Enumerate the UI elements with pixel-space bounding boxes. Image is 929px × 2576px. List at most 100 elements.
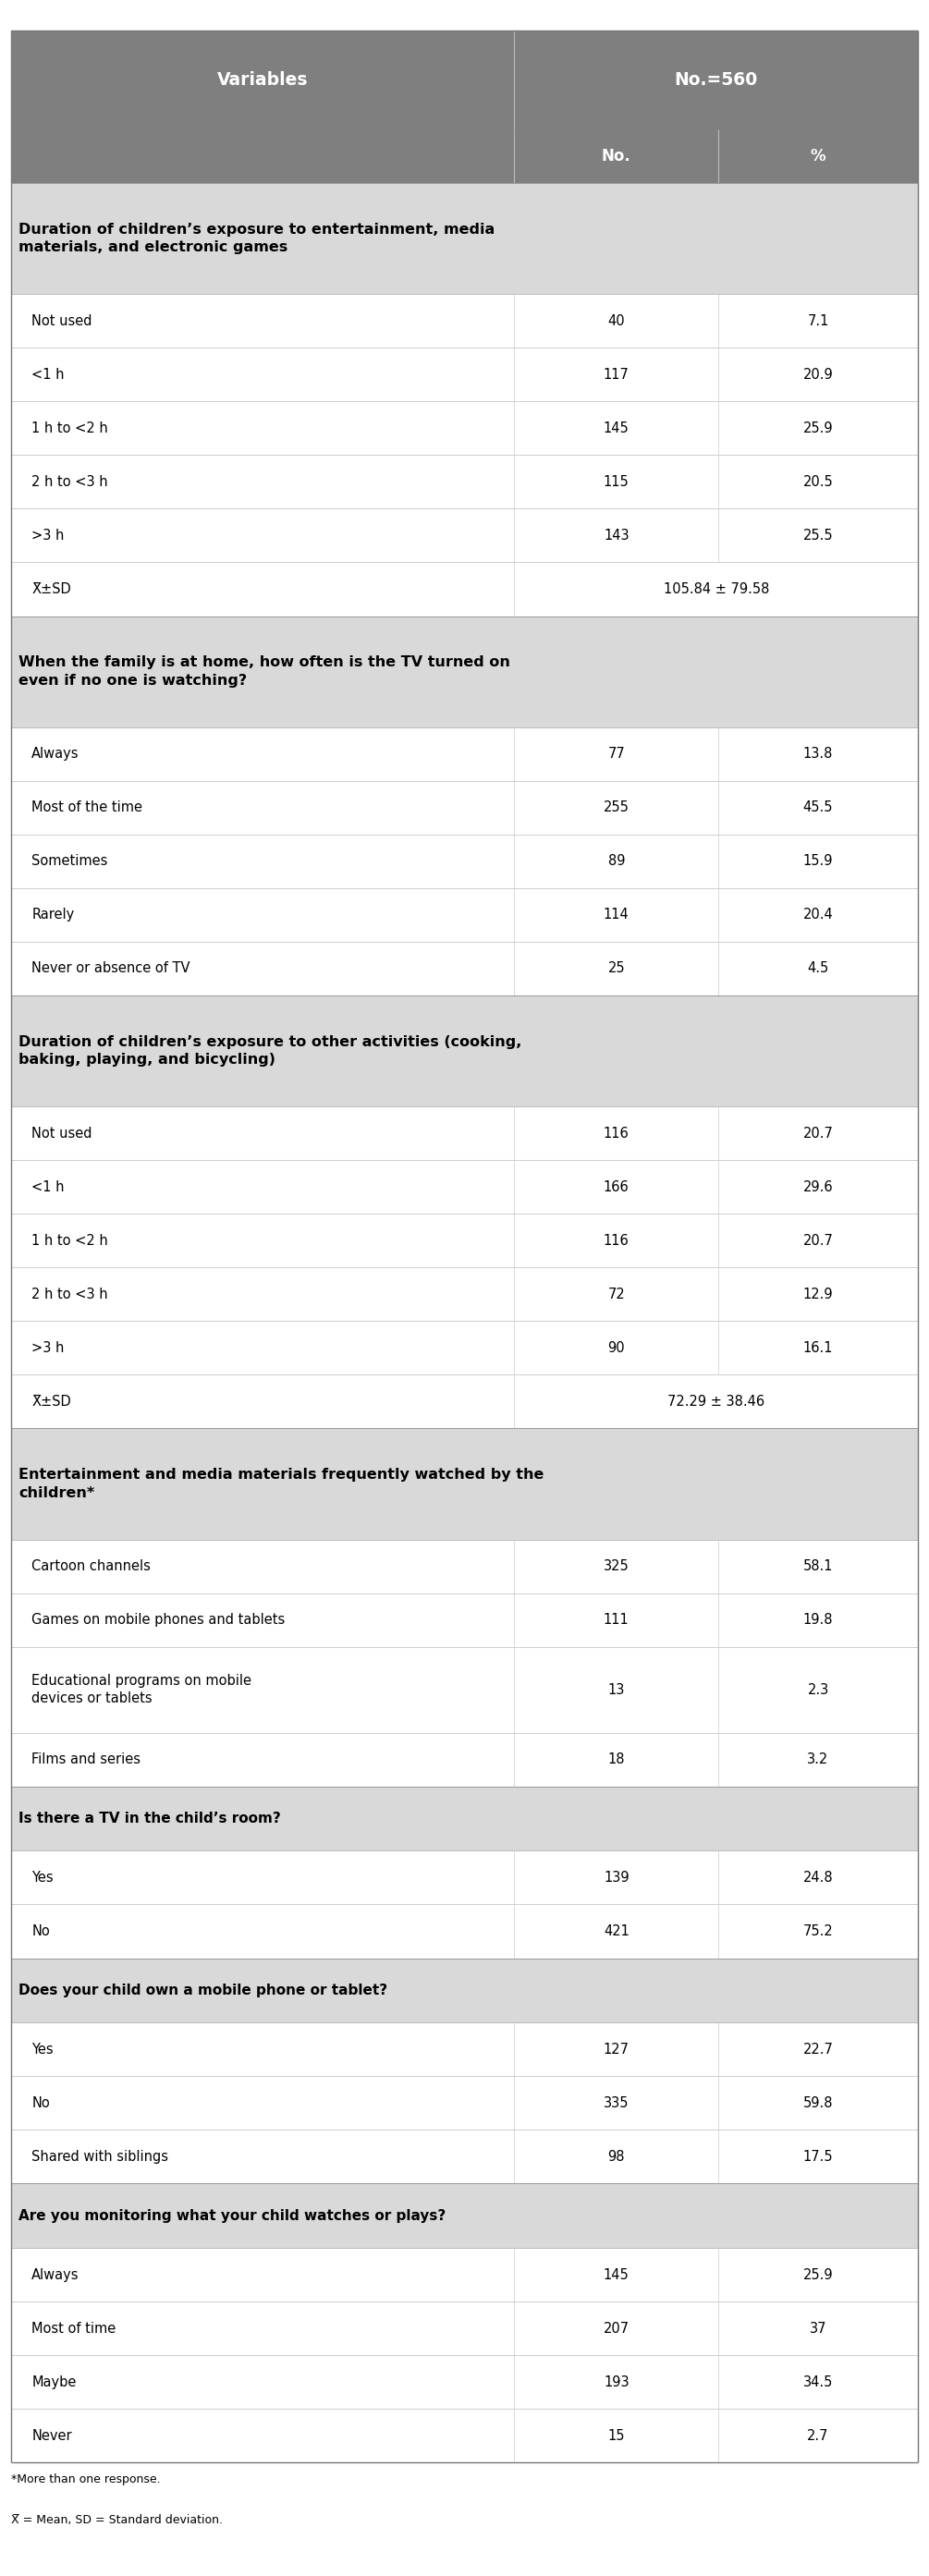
Text: Is there a TV in the child’s room?: Is there a TV in the child’s room? xyxy=(19,1811,281,1826)
Text: 72.29 ± 38.46: 72.29 ± 38.46 xyxy=(668,1394,765,1409)
Text: 20.7: 20.7 xyxy=(803,1126,833,1141)
Bar xyxy=(515,1213,718,1267)
Text: 335: 335 xyxy=(604,2097,629,2110)
Text: 90: 90 xyxy=(608,1342,625,1355)
Text: 37: 37 xyxy=(809,2321,827,2336)
Bar xyxy=(718,1159,918,1213)
Text: 193: 193 xyxy=(604,2375,629,2388)
Bar xyxy=(515,1904,718,1958)
Text: 89: 89 xyxy=(608,855,625,868)
Bar xyxy=(718,402,918,456)
Bar xyxy=(11,2076,515,2130)
Text: Does your child own a mobile phone or tablet?: Does your child own a mobile phone or ta… xyxy=(19,1984,387,1996)
Bar xyxy=(11,994,918,1105)
Bar xyxy=(515,2354,718,2409)
Text: Duration of children’s exposure to entertainment, media
materials, and electroni: Duration of children’s exposure to enter… xyxy=(19,222,495,255)
Bar xyxy=(515,1321,718,1376)
Bar xyxy=(11,31,515,129)
Bar xyxy=(11,348,515,402)
Text: 12.9: 12.9 xyxy=(803,1288,833,1301)
Bar xyxy=(718,1267,918,1321)
Text: Rarely: Rarely xyxy=(32,907,74,922)
Text: 25: 25 xyxy=(608,961,625,976)
Bar xyxy=(11,1734,515,1785)
Text: Yes: Yes xyxy=(32,2043,54,2056)
Bar xyxy=(718,726,918,781)
Bar xyxy=(11,726,515,781)
Text: Sometimes: Sometimes xyxy=(32,855,108,868)
Bar xyxy=(718,835,918,889)
Text: 111: 111 xyxy=(604,1613,629,1628)
Bar xyxy=(11,943,515,994)
Text: Never: Never xyxy=(32,2429,72,2442)
Text: No.: No. xyxy=(602,147,631,165)
Text: Most of the time: Most of the time xyxy=(32,801,142,814)
Bar xyxy=(11,1159,515,1213)
Bar xyxy=(718,1540,918,1592)
Text: 59.8: 59.8 xyxy=(803,2097,833,2110)
Bar xyxy=(718,294,918,348)
Text: 325: 325 xyxy=(604,1558,629,1574)
Bar xyxy=(718,2303,918,2354)
Bar xyxy=(515,1646,718,1734)
Bar xyxy=(11,2303,515,2354)
Bar xyxy=(11,129,515,183)
Text: When the family is at home, how often is the TV turned on
even if no one is watc: When the family is at home, how often is… xyxy=(19,654,510,688)
Text: 13: 13 xyxy=(608,1682,625,1698)
Text: 207: 207 xyxy=(603,2321,629,2336)
Text: 255: 255 xyxy=(604,801,629,814)
Bar xyxy=(718,129,918,183)
Text: 1 h to <2 h: 1 h to <2 h xyxy=(32,422,108,435)
Text: 25.5: 25.5 xyxy=(803,528,833,544)
Text: 75.2: 75.2 xyxy=(803,1924,833,1937)
Bar xyxy=(515,1734,718,1785)
Bar xyxy=(718,1850,918,1904)
Text: 19.8: 19.8 xyxy=(803,1613,833,1628)
Bar xyxy=(515,1267,718,1321)
Text: 15: 15 xyxy=(608,2429,625,2442)
Text: >3 h: >3 h xyxy=(32,1342,64,1355)
Text: 16.1: 16.1 xyxy=(803,1342,833,1355)
Bar xyxy=(11,1646,515,1734)
Text: 166: 166 xyxy=(604,1180,629,1193)
Text: 20.5: 20.5 xyxy=(803,474,833,489)
Text: Always: Always xyxy=(32,747,79,760)
Bar xyxy=(515,1376,918,1430)
Text: 98: 98 xyxy=(608,2151,625,2164)
Bar xyxy=(11,2354,515,2409)
Text: %: % xyxy=(810,147,826,165)
Bar xyxy=(11,402,515,456)
Text: 29.6: 29.6 xyxy=(803,1180,833,1193)
Bar xyxy=(515,562,918,616)
Bar xyxy=(515,31,918,129)
Text: 72: 72 xyxy=(608,1288,625,1301)
Text: X̅±SD: X̅±SD xyxy=(32,582,72,595)
Bar xyxy=(11,2130,515,2184)
Bar xyxy=(515,2249,718,2303)
Text: Entertainment and media materials frequently watched by the
children*: Entertainment and media materials freque… xyxy=(19,1468,544,1499)
Bar xyxy=(515,456,718,507)
Text: 20.7: 20.7 xyxy=(803,1234,833,1247)
Text: Always: Always xyxy=(32,2267,79,2282)
Bar xyxy=(718,1904,918,1958)
Bar xyxy=(515,2409,718,2463)
Bar xyxy=(515,2303,718,2354)
Bar xyxy=(11,183,918,294)
Text: 77: 77 xyxy=(608,747,625,760)
Bar xyxy=(11,616,918,726)
Bar xyxy=(11,1267,515,1321)
Bar xyxy=(11,1105,515,1159)
Bar xyxy=(11,1430,918,1540)
Text: 116: 116 xyxy=(604,1234,629,1247)
Text: 3.2: 3.2 xyxy=(807,1752,829,1767)
Bar xyxy=(11,1904,515,1958)
Text: No: No xyxy=(32,1924,50,1937)
Text: X̅ = Mean, SD = Standard deviation.: X̅ = Mean, SD = Standard deviation. xyxy=(11,2514,223,2527)
Bar xyxy=(515,2076,718,2130)
Text: Maybe: Maybe xyxy=(32,2375,76,2388)
Text: Duration of children’s exposure to other activities (cooking,
baking, playing, a: Duration of children’s exposure to other… xyxy=(19,1036,522,1066)
Bar xyxy=(718,2022,918,2076)
Text: 45.5: 45.5 xyxy=(803,801,833,814)
Bar xyxy=(11,562,515,616)
Bar xyxy=(515,402,718,456)
